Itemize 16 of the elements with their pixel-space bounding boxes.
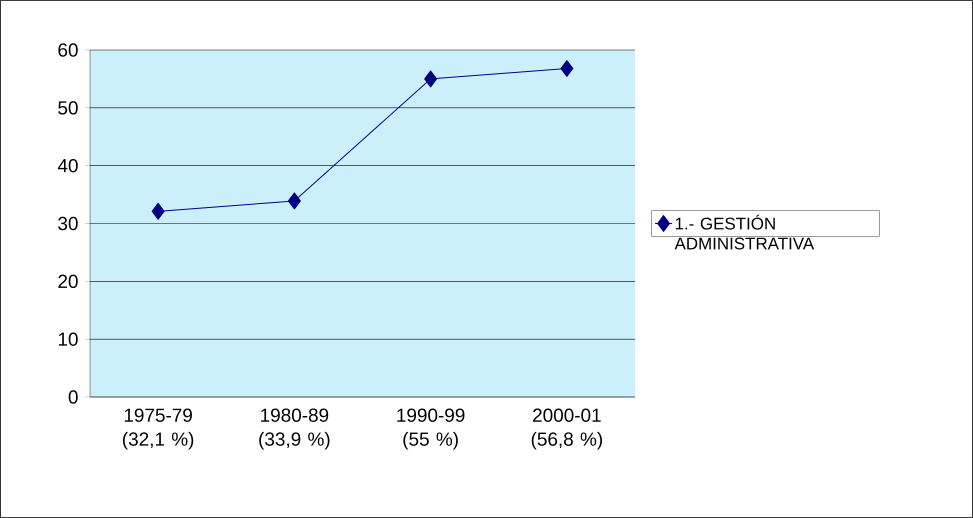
point [424,70,438,88]
y-tick-label: 60 [58,43,78,57]
y-tick-label: 30 [58,216,78,230]
x-tick-label: 2000-01 (56,8 %) [532,408,602,450]
x-tick-label: 1990-99 (55 %) [397,408,464,450]
x-tick-label: 1975-79 (32,1 %) [123,408,194,450]
legend-label: 1.- GESTIÓN ADMINISTRATIVA [674,214,814,250]
y-tick-label: 40 [58,158,78,172]
point [152,202,165,220]
y-tick-label: 50 [58,101,78,115]
point [560,60,574,78]
x-tick-label: 1980-89 (33,9 %) [259,408,330,450]
y-tick-label: 20 [58,274,78,288]
y-tick-label: 10 [58,332,78,346]
point [288,192,301,210]
y-tick-label: 0 [68,390,78,404]
